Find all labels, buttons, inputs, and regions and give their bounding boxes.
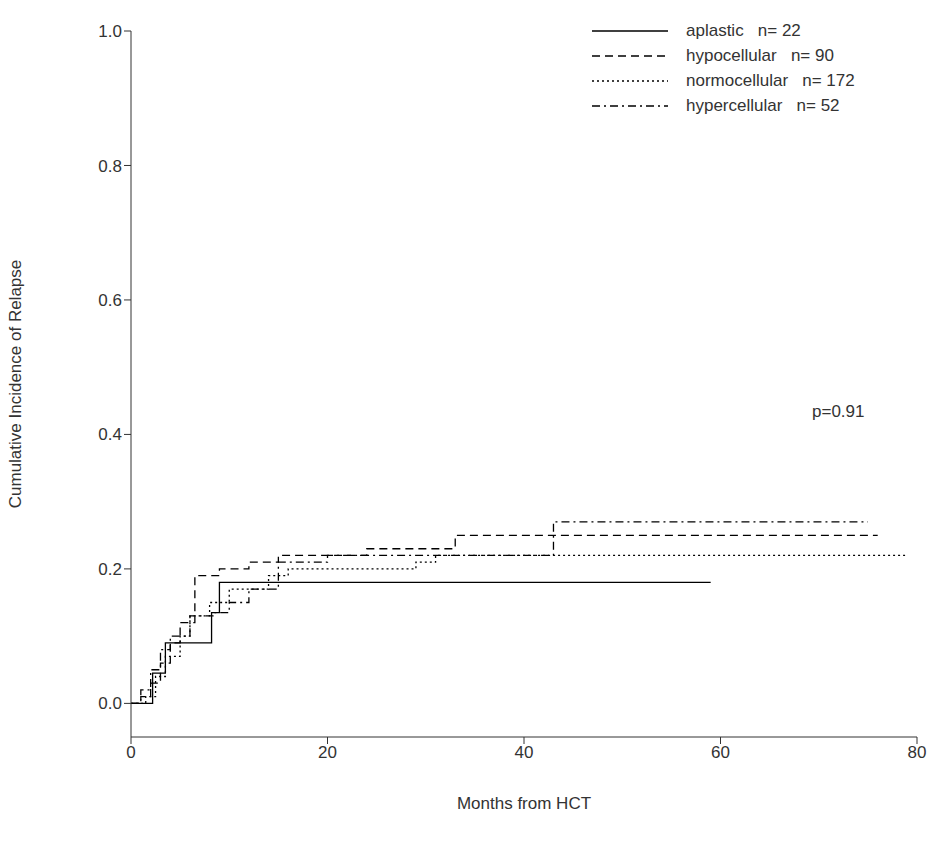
svg-text:0.2: 0.2 <box>98 560 122 579</box>
svg-text:0.6: 0.6 <box>98 291 122 310</box>
svg-text:Months from HCT: Months from HCT <box>457 794 591 813</box>
svg-text:1.0: 1.0 <box>98 22 122 41</box>
html-text:p=0.91: p=0.91 <box>812 402 865 421</box>
html-text:aplastic n= 22: aplastic n= 22 <box>686 20 801 40</box>
html-text:normocellular n= 172: normocellular n= 172 <box>686 70 855 90</box>
svg-text:40: 40 <box>515 743 534 762</box>
html-text:hypocellular n= 90: hypocellular n= 90 <box>686 45 834 65</box>
svg-text:Cumulative Incidence of Relaps: Cumulative Incidence of Relapse <box>8 260 25 509</box>
html-text:hypercellular n= 52: hypercellular n= 52 <box>686 95 840 115</box>
svg-text:0.0: 0.0 <box>98 694 122 713</box>
svg-text:0.4: 0.4 <box>98 425 122 444</box>
svg-text:0: 0 <box>126 743 135 762</box>
svg-text:60: 60 <box>711 743 730 762</box>
svg-text:20: 20 <box>318 743 337 762</box>
svg-text:0.8: 0.8 <box>98 157 122 176</box>
svg-text:80: 80 <box>908 743 927 762</box>
